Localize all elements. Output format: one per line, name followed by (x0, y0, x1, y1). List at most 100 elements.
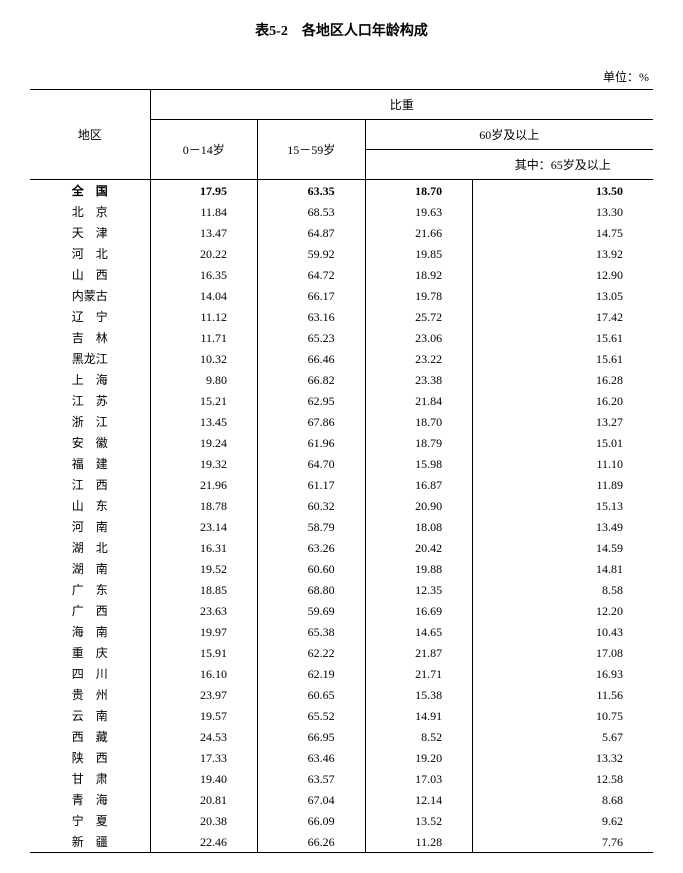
data-cell: 62.22 (258, 642, 366, 663)
data-cell: 23.97 (150, 684, 258, 705)
data-cell: 63.35 (258, 180, 366, 202)
data-cell: 16.10 (150, 663, 258, 684)
data-cell: 18.70 (365, 180, 473, 202)
data-cell: 14.59 (473, 537, 653, 558)
region-cell: 山 西 (30, 264, 150, 285)
region-cell: 重 庆 (30, 642, 150, 663)
data-cell: 14.04 (150, 285, 258, 306)
data-cell: 16.93 (473, 663, 653, 684)
data-cell: 65.38 (258, 621, 366, 642)
header-col3: 60岁及以上 (365, 120, 653, 150)
data-cell: 9.80 (150, 369, 258, 390)
data-cell: 10.43 (473, 621, 653, 642)
data-cell: 17.95 (150, 180, 258, 202)
data-cell: 65.52 (258, 705, 366, 726)
data-cell: 66.46 (258, 348, 366, 369)
region-cell: 宁 夏 (30, 810, 150, 831)
data-cell: 18.08 (365, 516, 473, 537)
unit-label: 单位：% (30, 68, 653, 85)
data-cell: 15.61 (473, 327, 653, 348)
region-cell: 海 南 (30, 621, 150, 642)
table-row: 山 东18.7860.3220.9015.13 (30, 495, 653, 516)
region-cell: 江 西 (30, 474, 150, 495)
region-cell: 上 海 (30, 369, 150, 390)
data-cell: 13.92 (473, 243, 653, 264)
table-row: 青 海20.8167.0412.148.68 (30, 789, 653, 810)
region-cell: 吉 林 (30, 327, 150, 348)
data-cell: 13.49 (473, 516, 653, 537)
region-cell: 西 藏 (30, 726, 150, 747)
data-cell: 5.67 (473, 726, 653, 747)
data-cell: 12.35 (365, 579, 473, 600)
table-row: 辽 宁11.1263.1625.7217.42 (30, 306, 653, 327)
table-row: 全 国17.9563.3518.7013.50 (30, 180, 653, 202)
table-row: 福 建19.3264.7015.9811.10 (30, 453, 653, 474)
table-body: 全 国17.9563.3518.7013.50北 京11.8468.5319.6… (30, 180, 653, 853)
data-cell: 11.28 (365, 831, 473, 853)
table-row: 陕 西17.3363.4619.2013.32 (30, 747, 653, 768)
region-cell: 全 国 (30, 180, 150, 202)
header-col2: 15－59岁 (258, 120, 366, 180)
data-cell: 15.61 (473, 348, 653, 369)
table-row: 新 疆22.4666.2611.287.76 (30, 831, 653, 853)
data-cell: 7.76 (473, 831, 653, 853)
table-row: 山 西16.3564.7218.9212.90 (30, 264, 653, 285)
region-cell: 新 疆 (30, 831, 150, 853)
data-cell: 19.57 (150, 705, 258, 726)
data-cell: 23.06 (365, 327, 473, 348)
data-cell: 19.85 (365, 243, 473, 264)
region-cell: 河 南 (30, 516, 150, 537)
region-cell: 广 西 (30, 600, 150, 621)
table-row: 吉 林11.7165.2323.0615.61 (30, 327, 653, 348)
data-cell: 66.26 (258, 831, 366, 853)
table-title: 表5-2 各地区人口年龄构成 (30, 20, 653, 40)
region-cell: 内蒙古 (30, 285, 150, 306)
data-cell: 14.65 (365, 621, 473, 642)
data-cell: 58.79 (258, 516, 366, 537)
data-cell: 14.91 (365, 705, 473, 726)
data-cell: 19.32 (150, 453, 258, 474)
data-cell: 62.95 (258, 390, 366, 411)
region-cell: 陕 西 (30, 747, 150, 768)
data-cell: 61.17 (258, 474, 366, 495)
data-cell: 22.46 (150, 831, 258, 853)
data-cell: 13.52 (365, 810, 473, 831)
data-cell: 15.01 (473, 432, 653, 453)
data-cell: 63.57 (258, 768, 366, 789)
data-cell: 12.90 (473, 264, 653, 285)
data-cell: 23.22 (365, 348, 473, 369)
data-cell: 20.38 (150, 810, 258, 831)
region-cell: 天 津 (30, 222, 150, 243)
region-cell: 广 东 (30, 579, 150, 600)
region-cell: 浙 江 (30, 411, 150, 432)
header-col1: 0－14岁 (150, 120, 258, 180)
data-cell: 14.81 (473, 558, 653, 579)
data-cell: 18.79 (365, 432, 473, 453)
data-cell: 13.05 (473, 285, 653, 306)
table-row: 广 西23.6359.6916.6912.20 (30, 600, 653, 621)
data-cell: 19.97 (150, 621, 258, 642)
data-cell: 21.87 (365, 642, 473, 663)
data-cell: 15.98 (365, 453, 473, 474)
data-cell: 62.19 (258, 663, 366, 684)
region-cell: 福 建 (30, 453, 150, 474)
data-cell: 63.26 (258, 537, 366, 558)
table-row: 江 西21.9661.1716.8711.89 (30, 474, 653, 495)
data-cell: 64.70 (258, 453, 366, 474)
data-cell: 10.75 (473, 705, 653, 726)
data-cell: 11.56 (473, 684, 653, 705)
data-cell: 21.96 (150, 474, 258, 495)
region-cell: 贵 州 (30, 684, 150, 705)
data-cell: 12.14 (365, 789, 473, 810)
data-cell: 23.14 (150, 516, 258, 537)
data-cell: 15.38 (365, 684, 473, 705)
data-cell: 20.90 (365, 495, 473, 516)
population-age-table: 地区 比重 0－14岁 15－59岁 60岁及以上 其中：65岁及以上 全 国1… (30, 89, 653, 853)
data-cell: 13.47 (150, 222, 258, 243)
table-row: 贵 州23.9760.6515.3811.56 (30, 684, 653, 705)
region-cell: 湖 北 (30, 537, 150, 558)
data-cell: 20.22 (150, 243, 258, 264)
table-row: 甘 肃19.4063.5717.0312.58 (30, 768, 653, 789)
data-cell: 61.96 (258, 432, 366, 453)
data-cell: 60.65 (258, 684, 366, 705)
